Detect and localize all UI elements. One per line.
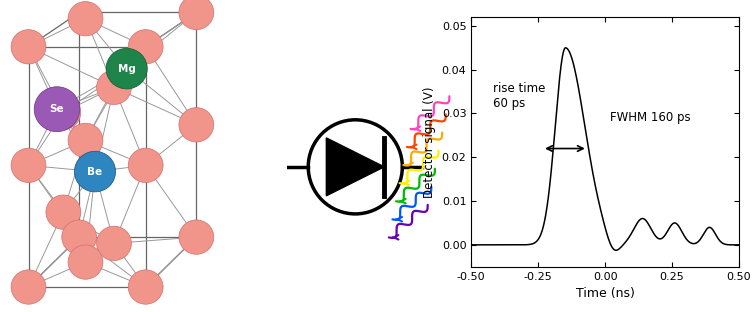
Circle shape xyxy=(68,245,103,279)
Circle shape xyxy=(128,30,163,64)
Polygon shape xyxy=(326,138,385,196)
Circle shape xyxy=(97,70,131,105)
Circle shape xyxy=(11,148,46,183)
Circle shape xyxy=(68,2,103,36)
Circle shape xyxy=(179,0,214,30)
X-axis label: Time (ns): Time (ns) xyxy=(575,287,635,300)
Circle shape xyxy=(62,220,97,254)
Circle shape xyxy=(75,151,115,192)
Text: Se: Se xyxy=(50,104,64,114)
Text: FWHM 160 ps: FWHM 160 ps xyxy=(611,111,691,124)
Circle shape xyxy=(68,123,103,158)
Circle shape xyxy=(97,226,131,261)
Circle shape xyxy=(11,30,46,64)
Circle shape xyxy=(128,148,163,183)
Circle shape xyxy=(46,195,81,229)
Circle shape xyxy=(46,95,81,129)
Circle shape xyxy=(179,220,214,254)
Text: Be: Be xyxy=(87,167,103,177)
Circle shape xyxy=(179,108,214,142)
Text: Mg: Mg xyxy=(118,64,136,74)
Circle shape xyxy=(128,270,163,304)
Circle shape xyxy=(34,87,80,132)
Circle shape xyxy=(106,48,147,89)
Circle shape xyxy=(308,120,403,214)
Text: rise time
60 ps: rise time 60 ps xyxy=(492,82,545,110)
Y-axis label: Detector signal (V): Detector signal (V) xyxy=(423,86,436,198)
Circle shape xyxy=(11,270,46,304)
